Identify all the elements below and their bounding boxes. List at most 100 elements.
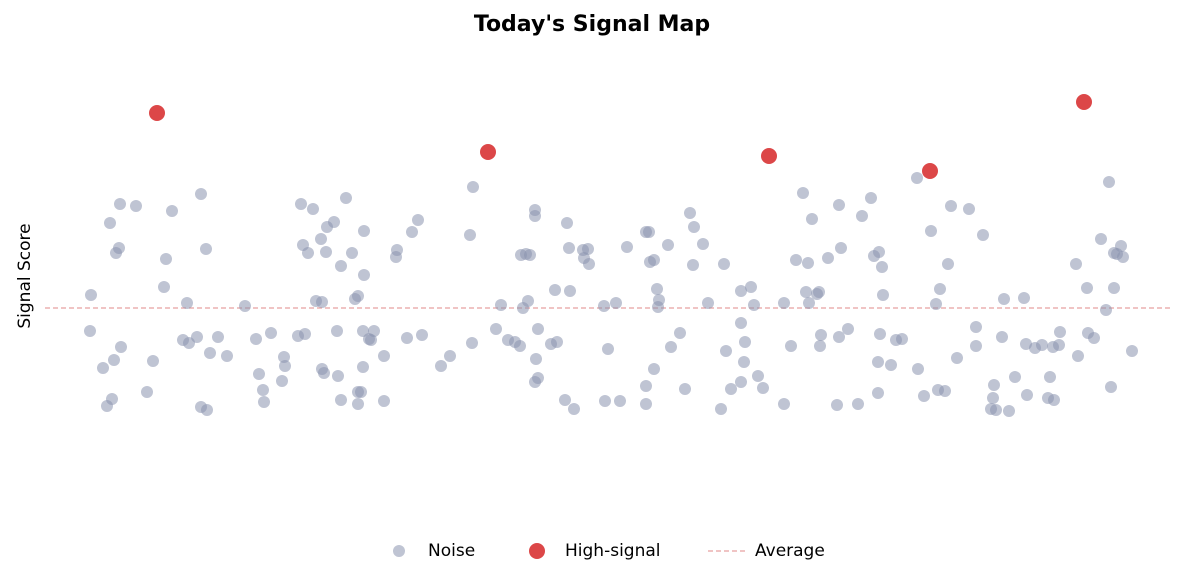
legend-label: Average [755,541,825,561]
noise-point [1105,381,1117,393]
noise-point [316,296,328,308]
noise-point [757,382,769,394]
noise-point [1003,405,1015,417]
noise-point [549,284,561,296]
noise-point [84,325,96,337]
noise-point [212,331,224,343]
noise-point [328,216,340,228]
noise-point [358,269,370,281]
noise-point [998,293,1010,305]
noise-point [522,295,534,307]
noise-point [318,367,330,379]
noise-point [842,323,854,335]
noise-point [1100,304,1112,316]
noise-point [925,225,937,237]
noise-point [1053,339,1065,351]
noise-point [679,383,691,395]
noise-point [352,398,364,410]
noise-point [684,207,696,219]
noise-point [391,244,403,256]
noise-point [530,353,542,365]
noise-point [115,341,127,353]
noise-point [582,243,594,255]
noise-point [1048,394,1060,406]
noise-point [113,242,125,254]
noise-point [355,386,367,398]
noise-point [583,258,595,270]
noise-point [745,281,757,293]
noise-point [814,340,826,352]
noise-point [181,297,193,309]
noise-point [800,286,812,298]
noise-point [778,297,790,309]
noise-point [785,340,797,352]
noise-point [610,297,622,309]
noise-point [640,380,652,392]
noise-point [97,362,109,374]
noise-point [561,217,573,229]
noise-point [988,379,1000,391]
noise-point [674,327,686,339]
noise-point [865,192,877,204]
noise-point [160,253,172,265]
noise-point [307,203,319,215]
noise-point [1115,240,1127,252]
noise-point [568,403,580,415]
noise-point [265,327,277,339]
y-axis-label: Signal Score [15,223,35,328]
legend-marker [393,545,405,557]
noise-point [195,188,207,200]
high-signal-point [761,148,777,164]
noise-point [108,354,120,366]
noise-point [963,203,975,215]
noise-point [406,226,418,238]
noise-point [532,372,544,384]
noise-point [1126,345,1138,357]
noise-point [257,384,269,396]
noise-point [797,187,809,199]
noise-point [738,356,750,368]
legend-marker [529,543,545,559]
noise-point [835,242,847,254]
noise-point [648,254,660,266]
noise-point [378,350,390,362]
noise-point [1095,233,1107,245]
legend-label: Noise [428,541,475,561]
noise-point [221,350,233,362]
noise-point [104,217,116,229]
noise-point [815,329,827,341]
noise-point [831,399,843,411]
high-signal-point [480,144,496,160]
noise-point [332,370,344,382]
noise-point [278,351,290,363]
chart-title: Today's Signal Map [474,12,710,37]
noise-point [912,363,924,375]
noise-point [876,261,888,273]
noise-point [1018,292,1030,304]
noise-point [752,370,764,382]
noise-point [665,341,677,353]
noise-point [551,336,563,348]
noise-point [602,343,614,355]
noise-point [790,254,802,266]
noise-point [598,300,610,312]
noise-point [778,398,790,410]
noise-point [648,363,660,375]
noise-point [532,323,544,335]
noise-point [945,200,957,212]
noise-point [877,289,889,301]
noise-point [358,225,370,237]
legend-label: High-signal [565,541,661,561]
noise-point [918,390,930,402]
noise-point [621,241,633,253]
noise-point [191,331,203,343]
noise-point [302,247,314,259]
noise-point [873,246,885,258]
noise-point [942,258,954,270]
noise-point [735,376,747,388]
noise-point [852,398,864,410]
noise-point [200,243,212,255]
noise-point [564,285,576,297]
noise-point [872,356,884,368]
noise-point [141,386,153,398]
